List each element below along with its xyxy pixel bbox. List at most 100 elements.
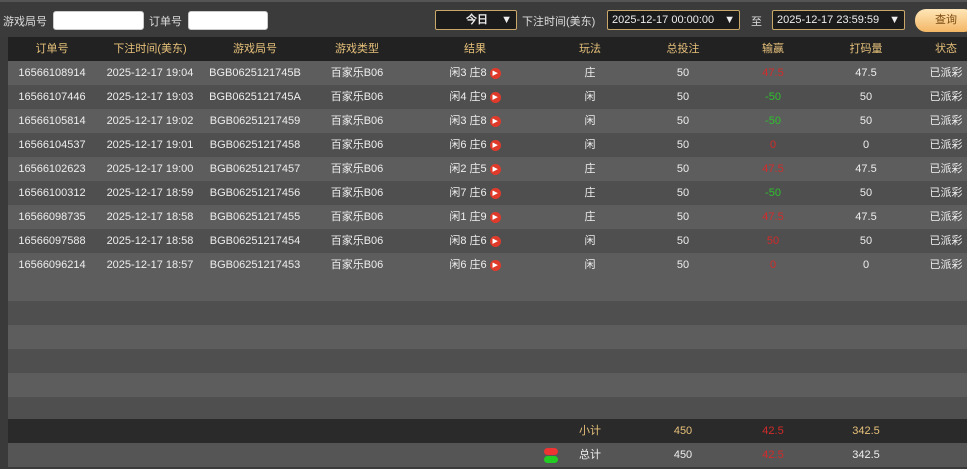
cell-game-round: BGB06251217453 [203,253,307,277]
table-row: 16566098735 2025-12-17 18:58 BGB0625121745… [8,205,967,229]
to-label: 至 [751,16,762,28]
game-type-text: 百家乐B06 [330,163,384,175]
cell-valid-bet: 47.5 [826,157,906,181]
valid-bet-text: 47.5 [855,211,877,223]
cell-bet-time: 2025-12-17 18:58 [98,205,202,229]
cell-bet-side: 闲 [550,229,630,253]
cell-result: 闲1 庄9 ▶ [427,205,523,229]
table-row: 16566108914 2025-12-17 19:04 BGB0625121745… [8,61,967,85]
bet-time-text: 2025-12-17 18:57 [106,259,194,271]
play-replay-icon[interactable]: ▶ [489,67,501,79]
start-time-select[interactable]: 2025-12-17 00:00:00 ▼ [607,10,740,30]
cell-game-type: 百家乐B06 [309,157,405,181]
cell-valid-bet: 0 [826,133,906,157]
order-id-text: 16566105814 [18,115,86,127]
total-bet-text: 50 [676,211,690,223]
order-input[interactable] [188,11,268,30]
cell-bet-time: 2025-12-17 19:03 [98,85,202,109]
bet-side-text: 闲 [584,139,596,151]
cell-valid-bet: 50 [826,229,906,253]
play-replay-icon[interactable]: ▶ [489,235,501,247]
total-bet-text: 50 [676,259,690,271]
cell-win-loss: 47.5 [733,61,813,85]
play-replay-icon[interactable]: ▶ [489,139,501,151]
game-round-text: BGB06251217453 [209,259,301,271]
play-replay-icon[interactable]: ▶ [489,115,501,127]
cell-result: 闲7 庄6 ▶ [427,181,523,205]
order-id-text: 16566097588 [18,235,86,247]
cell-total-bet: 50 [643,205,723,229]
cell-bet-side: 庄 [550,157,630,181]
period-value: 今日 [466,14,488,26]
total-bet-text: 50 [676,187,690,199]
column-header-status: 状态 [935,43,957,55]
play-replay-icon[interactable]: ▶ [489,91,501,103]
cell-bet-time: 2025-12-17 18:58 [98,229,202,253]
bet-time-text: 2025-12-17 19:01 [106,139,194,151]
result-text: 闲3 庄8 [449,67,487,79]
total-valid: 342.5 [852,449,880,461]
cell-bet-time: 2025-12-17 19:01 [98,133,202,157]
total-bet-text: 50 [676,67,690,79]
cell-total-bet: 50 [643,157,723,181]
status-text: 已派彩 [929,115,963,127]
column-header-win-loss: 输赢 [762,43,784,55]
play-replay-icon[interactable]: ▶ [489,211,501,223]
result-text: 闲4 庄9 [449,91,487,103]
cell-game-type: 百家乐B06 [309,253,405,277]
column-header-result: 结果 [464,43,486,55]
game-round-input[interactable] [53,11,144,30]
game-round-text: BGB06251217459 [209,115,301,127]
order-id-text: 16566107446 [18,91,86,103]
cell-win-loss: 0 [733,133,813,157]
bet-records-table: 订单号 下注时间(美东) 游戏局号 游戏类型 结果 玩法 总投注 输赢 打码量 状态 165661… [8,37,967,467]
cell-bet-time: 2025-12-17 18:59 [98,181,202,205]
cell-bet-side: 闲 [550,109,630,133]
cell-bet-side: 闲 [550,253,630,277]
win-loss-text: 47.5 [762,67,784,79]
column-header-game-type: 游戏类型 [335,43,379,55]
cell-status: 已派彩 [918,133,967,157]
cell-total-bet: 50 [643,133,723,157]
chevron-down-icon: ▼ [724,14,735,26]
valid-bet-text: 50 [859,235,873,247]
column-header-bet-side: 玩法 [579,43,601,55]
bet-time-text: 2025-12-17 19:04 [106,67,194,79]
cell-status: 已派彩 [918,157,967,181]
cell-order-id: 16566097588 [9,229,95,253]
cell-total-bet: 50 [643,181,723,205]
win-loss-text: 47.5 [762,211,784,223]
cell-bet-side: 庄 [550,205,630,229]
end-time-select[interactable]: 2025-12-17 23:59:59 ▼ [772,10,905,30]
cell-win-loss: 50 [733,229,813,253]
cell-bet-time: 2025-12-17 18:57 [98,253,202,277]
total-row: 总计 450 42.5 342.5 [8,443,967,467]
cell-valid-bet: 47.5 [826,61,906,85]
play-replay-icon[interactable]: ▶ [489,163,501,175]
play-replay-icon[interactable]: ▶ [489,259,501,271]
cell-result: 闲3 庄8 ▶ [427,109,523,133]
bet-side-text: 庄 [584,67,596,79]
order-id-text: 16566100312 [18,187,86,199]
cell-game-round: BGB06251217457 [203,157,307,181]
query-button[interactable]: 查询 [915,9,967,32]
game-type-text: 百家乐B06 [330,139,384,151]
status-text: 已派彩 [929,235,963,247]
cell-total-bet: 50 [643,61,723,85]
cell-status: 已派彩 [918,109,967,133]
order-id-text: 16566098735 [18,211,86,223]
cell-game-type: 百家乐B06 [309,229,405,253]
total-bet: 450 [673,449,693,461]
status-text: 已派彩 [929,67,963,79]
total-win: 42.5 [762,449,784,461]
play-replay-icon[interactable]: ▶ [489,187,501,199]
cell-status: 已派彩 [918,85,967,109]
period-select[interactable]: 今日 ▼ [435,10,517,30]
game-round-label: 游戏局号 [3,16,47,28]
game-round-text: BGB0625121745B [209,67,301,79]
game-round-text: BGB06251217456 [209,187,301,199]
game-round-text: BGB06251217458 [209,139,301,151]
cell-total-bet: 50 [643,85,723,109]
order-id-text: 16566102623 [18,163,86,175]
refresh-icon[interactable] [544,446,558,464]
